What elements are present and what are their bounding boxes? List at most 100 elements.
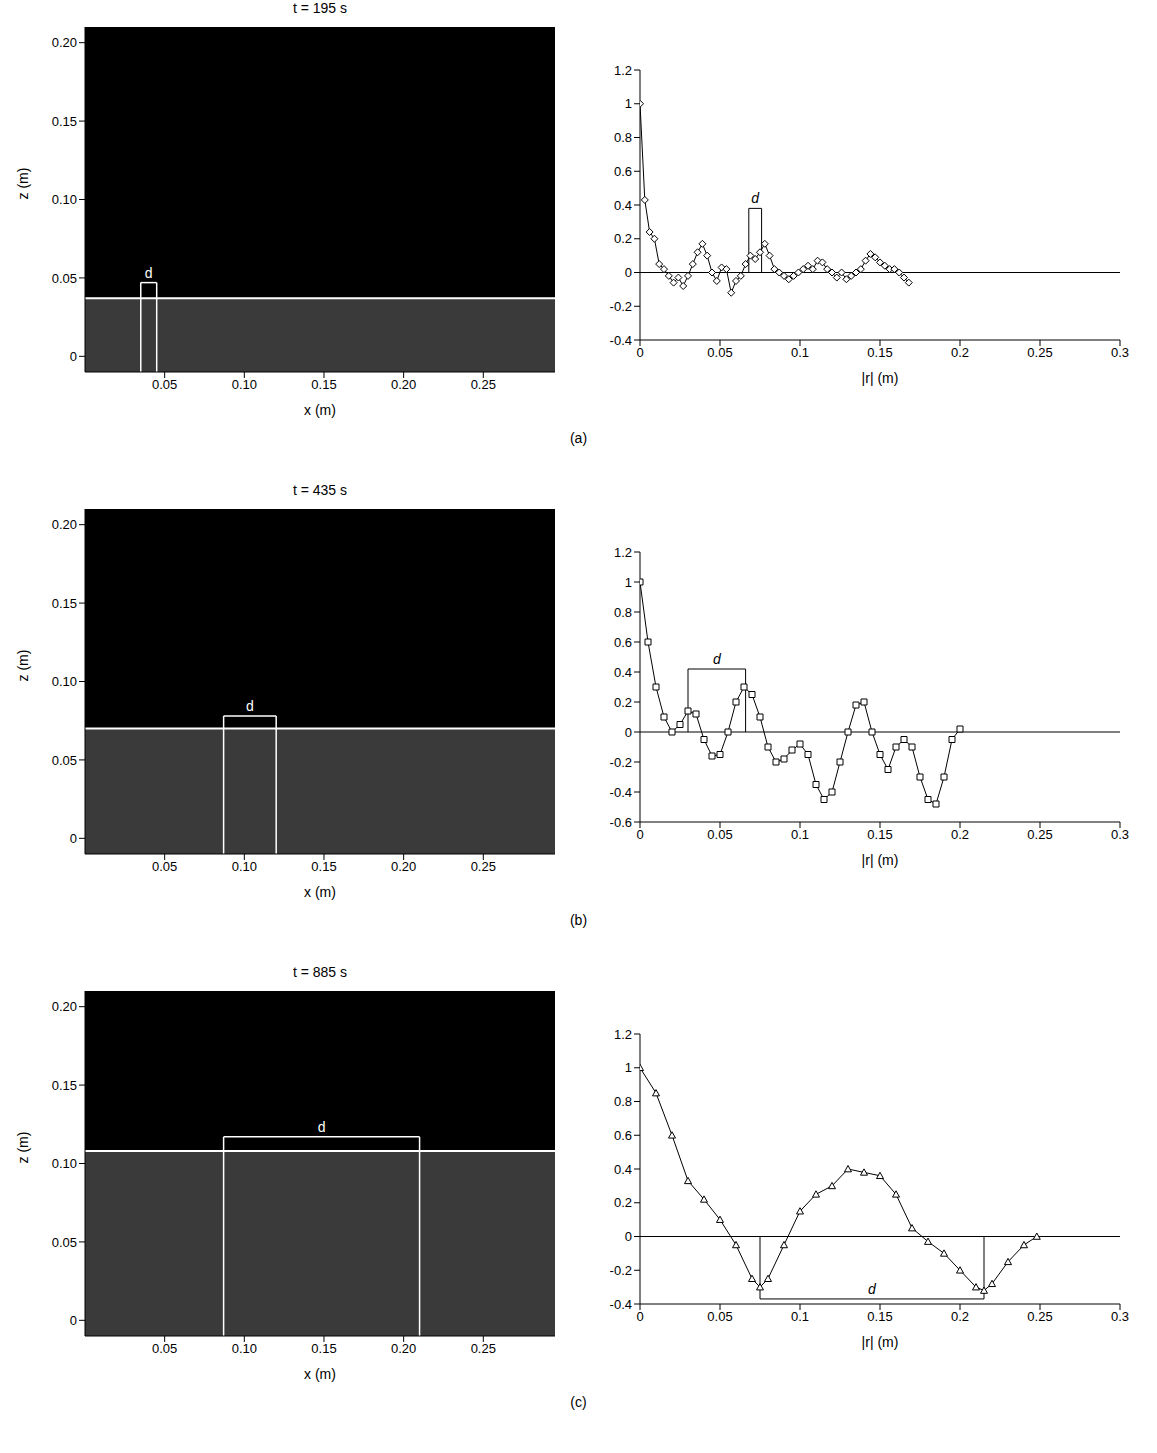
html-text:t = 195 s: t = 195 s xyxy=(293,0,347,16)
svg-text:0.10: 0.10 xyxy=(232,1341,257,1356)
svg-text:0.05: 0.05 xyxy=(52,1235,77,1250)
svg-text:0.15: 0.15 xyxy=(311,1341,336,1356)
svg-text:0.15: 0.15 xyxy=(311,377,336,392)
svg-text:-0.4: -0.4 xyxy=(610,785,632,800)
svg-text:0.15: 0.15 xyxy=(867,827,892,842)
svg-text:0.4: 0.4 xyxy=(614,198,632,213)
svg-text:0.15: 0.15 xyxy=(52,114,77,129)
svg-text:0.6: 0.6 xyxy=(614,1128,632,1143)
svg-text:0.15: 0.15 xyxy=(867,1309,892,1324)
svg-text:0.25: 0.25 xyxy=(1027,345,1052,360)
svg-text:0.25: 0.25 xyxy=(1027,827,1052,842)
svg-text:d: d xyxy=(246,698,254,714)
html-text:(c): (c) xyxy=(570,1394,587,1410)
svg-text:1: 1 xyxy=(625,1060,632,1075)
svg-text:0.6: 0.6 xyxy=(614,164,632,179)
svg-text:0.15: 0.15 xyxy=(311,859,336,874)
svg-text:1: 1 xyxy=(625,96,632,111)
svg-text:d: d xyxy=(318,1119,326,1135)
svg-text:1.2: 1.2 xyxy=(614,63,632,78)
svg-text:0.20: 0.20 xyxy=(391,1341,416,1356)
svg-text:-0.2: -0.2 xyxy=(610,1263,632,1278)
svg-text:0.05: 0.05 xyxy=(152,377,177,392)
svg-text:-0.2: -0.2 xyxy=(610,299,632,314)
svg-text:d: d xyxy=(751,190,760,206)
svg-text:1: 1 xyxy=(625,575,632,590)
svg-text:d: d xyxy=(145,265,153,281)
svg-text:0.6: 0.6 xyxy=(614,635,632,650)
svg-text:0: 0 xyxy=(636,1309,643,1324)
svg-text:0.3: 0.3 xyxy=(1111,827,1129,842)
svg-text:|r| (m): |r| (m) xyxy=(862,370,899,386)
svg-text:0.2: 0.2 xyxy=(614,695,632,710)
svg-text:0.2: 0.2 xyxy=(951,345,969,360)
svg-text:0.8: 0.8 xyxy=(614,1094,632,1109)
svg-text:0.25: 0.25 xyxy=(471,1341,496,1356)
svg-text:0: 0 xyxy=(625,1229,632,1244)
svg-text:1.2: 1.2 xyxy=(614,545,632,560)
svg-text:0: 0 xyxy=(70,1313,77,1328)
svg-text:0.20: 0.20 xyxy=(391,859,416,874)
html-text:(a): (a) xyxy=(569,430,588,446)
svg-text:-0.6: -0.6 xyxy=(610,815,632,830)
svg-text:|r| (m): |r| (m) xyxy=(862,1334,899,1350)
svg-text:0.20: 0.20 xyxy=(52,35,77,50)
svg-text:0.2: 0.2 xyxy=(951,827,969,842)
svg-text:0.05: 0.05 xyxy=(52,753,77,768)
svg-text:0.10: 0.10 xyxy=(232,377,257,392)
svg-text:0.8: 0.8 xyxy=(614,130,632,145)
svg-text:|r| (m): |r| (m) xyxy=(862,852,899,868)
svg-text:0.05: 0.05 xyxy=(707,345,732,360)
svg-text:0.1: 0.1 xyxy=(791,1309,809,1324)
svg-text:z (m): z (m) xyxy=(15,650,31,682)
svg-text:0.10: 0.10 xyxy=(232,859,257,874)
svg-text:0.3: 0.3 xyxy=(1111,345,1129,360)
svg-text:d: d xyxy=(713,651,722,667)
svg-text:z (m): z (m) xyxy=(15,168,31,200)
svg-text:-0.4: -0.4 xyxy=(610,333,632,348)
svg-text:0.05: 0.05 xyxy=(52,271,77,286)
svg-text:0.25: 0.25 xyxy=(1027,1309,1052,1324)
svg-text:0.20: 0.20 xyxy=(391,377,416,392)
svg-text:0.2: 0.2 xyxy=(614,1195,632,1210)
svg-text:0.15: 0.15 xyxy=(52,596,77,611)
svg-text:0.20: 0.20 xyxy=(52,517,77,532)
svg-text:x (m): x (m) xyxy=(304,1366,336,1382)
svg-text:0.1: 0.1 xyxy=(791,345,809,360)
svg-text:0.10: 0.10 xyxy=(52,192,77,207)
svg-text:0.1: 0.1 xyxy=(791,827,809,842)
svg-text:0.25: 0.25 xyxy=(471,859,496,874)
svg-text:0.05: 0.05 xyxy=(707,827,732,842)
svg-text:0.3: 0.3 xyxy=(1111,1309,1129,1324)
svg-text:0: 0 xyxy=(70,349,77,364)
svg-text:0.8: 0.8 xyxy=(614,605,632,620)
svg-text:0.15: 0.15 xyxy=(867,345,892,360)
svg-text:0.10: 0.10 xyxy=(52,1156,77,1171)
svg-text:z (m): z (m) xyxy=(15,1132,31,1164)
svg-text:-0.2: -0.2 xyxy=(610,755,632,770)
svg-text:0.2: 0.2 xyxy=(614,231,632,246)
svg-text:d: d xyxy=(868,1281,877,1297)
svg-text:0: 0 xyxy=(625,725,632,740)
svg-text:x (m): x (m) xyxy=(304,884,336,900)
svg-text:0: 0 xyxy=(636,827,643,842)
svg-text:0.10: 0.10 xyxy=(52,674,77,689)
svg-text:0.2: 0.2 xyxy=(951,1309,969,1324)
svg-text:1.2: 1.2 xyxy=(614,1027,632,1042)
svg-text:0.05: 0.05 xyxy=(707,1309,732,1324)
html-text:t = 435 s: t = 435 s xyxy=(293,482,347,498)
svg-text:0.15: 0.15 xyxy=(52,1078,77,1093)
svg-text:0.4: 0.4 xyxy=(614,665,632,680)
html-text:(b): (b) xyxy=(569,912,588,928)
svg-text:0.05: 0.05 xyxy=(152,859,177,874)
svg-text:0.25: 0.25 xyxy=(471,377,496,392)
svg-text:0.4: 0.4 xyxy=(614,1162,632,1177)
svg-text:-0.4: -0.4 xyxy=(610,1297,632,1312)
svg-text:0.05: 0.05 xyxy=(152,1341,177,1356)
svg-text:0: 0 xyxy=(70,831,77,846)
svg-text:x (m): x (m) xyxy=(304,402,336,418)
html-text:t = 885 s: t = 885 s xyxy=(293,964,347,980)
svg-text:0: 0 xyxy=(625,265,632,280)
svg-text:0.20: 0.20 xyxy=(52,999,77,1014)
svg-text:0: 0 xyxy=(636,345,643,360)
